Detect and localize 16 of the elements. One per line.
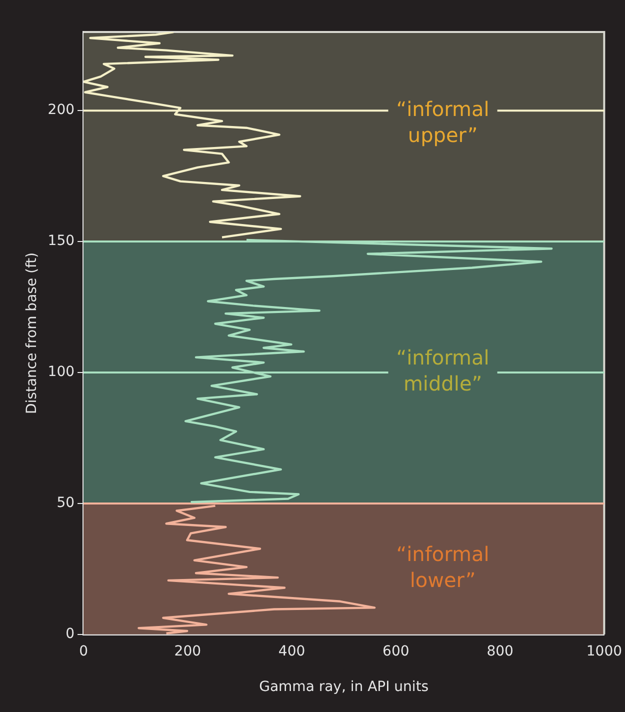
band-label: “informal middle” [396, 346, 490, 396]
y-tick-label: 0 [66, 626, 75, 642]
y-tick-label: 200 [48, 102, 75, 118]
x-tick-label: 0 [79, 643, 88, 660]
x-tick-label: 200 [174, 643, 202, 660]
y-tick-label: 100 [48, 364, 75, 380]
y-tick-label: 150 [48, 233, 75, 250]
band-label: “informal lower” [396, 542, 490, 592]
x-tick-label: 600 [382, 643, 410, 660]
x-tick-label: 400 [278, 643, 306, 660]
y-axis-title: Distance from base (ft) [24, 252, 40, 414]
x-tick-label: 1000 [586, 643, 622, 660]
band-label: “informal upper” [396, 96, 490, 147]
x-axis-title: Gamma ray, in API units [259, 679, 429, 696]
x-tick-label: 800 [486, 643, 514, 660]
y-tick-label: 50 [56, 495, 75, 512]
